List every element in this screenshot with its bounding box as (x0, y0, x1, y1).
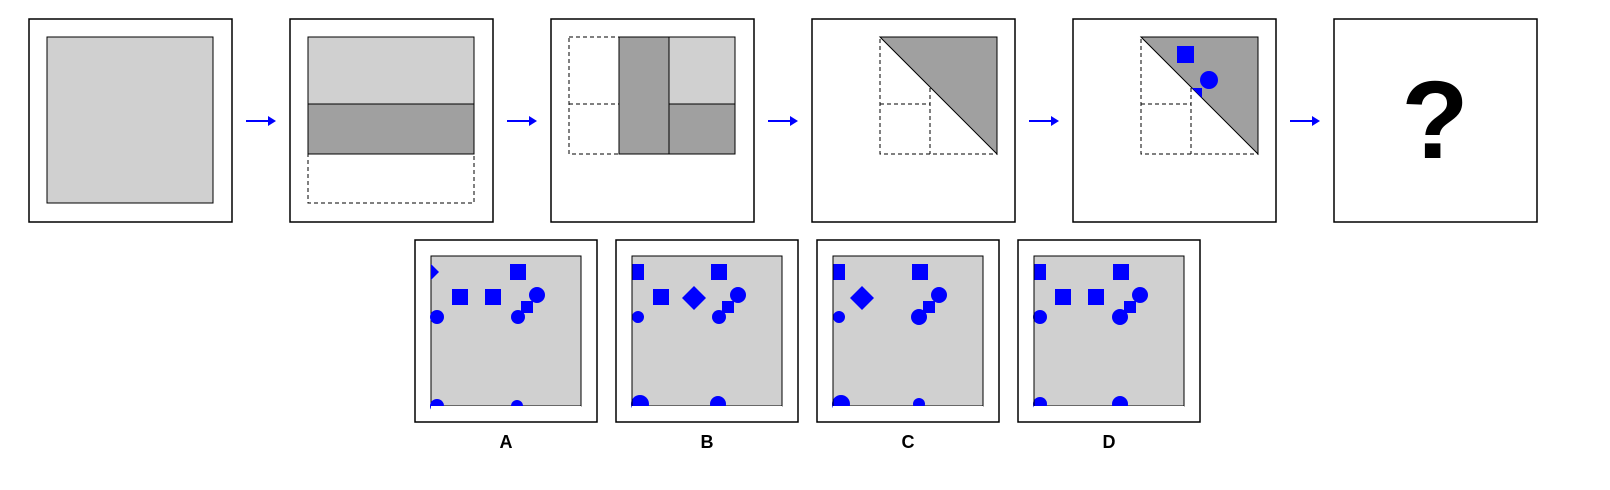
square-hole (1177, 46, 1194, 63)
circle-hole (712, 310, 726, 324)
option-a-label: A (500, 432, 513, 452)
paper-top-layer (307, 36, 475, 105)
arrow-4 (1029, 116, 1059, 126)
square-hole (711, 264, 727, 280)
square-hole (912, 264, 928, 280)
square-hole (452, 289, 468, 305)
circle-hole (1132, 287, 1148, 303)
option-a[interactable]: A (414, 239, 598, 452)
circle-hole (911, 309, 927, 325)
square-hole (722, 301, 734, 313)
circle-hole (730, 287, 746, 303)
circle-hole (1200, 71, 1218, 89)
option-d[interactable]: D (1017, 239, 1201, 452)
square-hole (833, 264, 845, 280)
option-b-label: B (701, 432, 714, 452)
square-hole (1124, 301, 1136, 313)
square-hole (632, 264, 644, 280)
option-c-sheet (832, 255, 984, 407)
option-c-label: C (902, 432, 915, 452)
diamond-hole (431, 264, 439, 280)
corner-hole (521, 301, 528, 308)
folded-flap (618, 36, 670, 155)
step-1-unfolded-paper (28, 18, 233, 223)
square-hole (653, 289, 669, 305)
square-hole (923, 301, 935, 313)
folded-band (307, 103, 475, 155)
arrow-2 (507, 116, 537, 126)
arrow-3 (768, 116, 798, 126)
step-5-punch-holes (1072, 18, 1277, 223)
option-b[interactable]: B (615, 239, 799, 452)
square-hole (1055, 289, 1071, 305)
option-a-sheet (430, 255, 582, 407)
option-a-holes (430, 264, 545, 413)
paper-top-right (668, 36, 736, 105)
option-c[interactable]: C (816, 239, 1000, 452)
corner-hole (1192, 88, 1202, 98)
circle-hole (1112, 309, 1128, 325)
folded-triangle (878, 36, 998, 156)
circle-hole (529, 287, 545, 303)
square-hole (1113, 264, 1129, 280)
circle-hole (1033, 310, 1047, 324)
option-b-sheet (631, 255, 783, 407)
step-3-fold-left (550, 18, 755, 223)
fold-outline (307, 153, 475, 204)
paper-bottom-right (668, 103, 736, 155)
paper-sheet (46, 36, 214, 204)
step-6-frame (1333, 18, 1538, 223)
circle-hole (833, 311, 845, 323)
arrow-5 (1290, 116, 1320, 126)
diamond-hole (682, 286, 706, 310)
step-6-question: ? (1333, 18, 1538, 223)
square-hole (510, 264, 526, 280)
square-hole (485, 289, 501, 305)
circle-hole (511, 310, 525, 324)
circle-hole (632, 311, 644, 323)
step-4-fold-diagonal (811, 18, 1016, 223)
circle-hole (430, 310, 444, 324)
square-hole (1088, 289, 1104, 305)
circle-hole (931, 287, 947, 303)
arrow-1 (246, 116, 276, 126)
step-2-fold-up (289, 18, 494, 223)
question-mark: ? (1401, 59, 1468, 182)
square-hole (1034, 264, 1046, 280)
diamond-hole (850, 286, 874, 310)
option-d-label: D (1103, 432, 1116, 452)
option-d-sheet (1033, 255, 1185, 407)
